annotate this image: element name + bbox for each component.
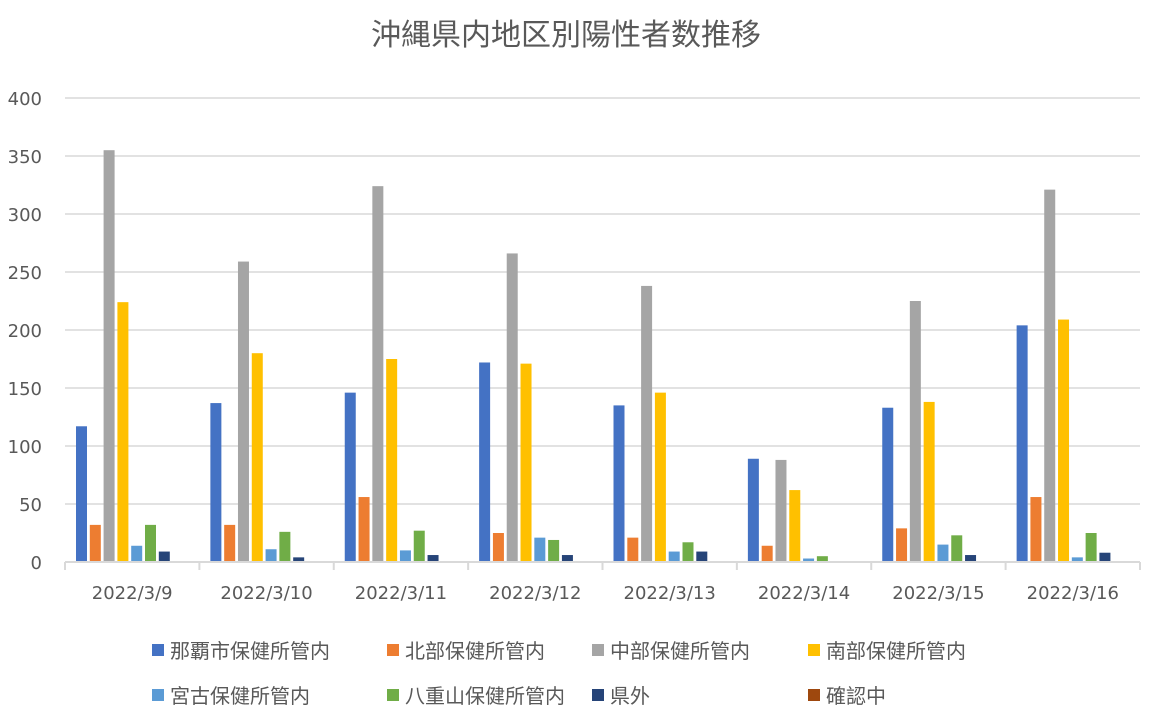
bar <box>803 558 815 562</box>
bar <box>224 524 236 562</box>
bar <box>789 490 801 562</box>
bar <box>210 403 222 562</box>
bar <box>641 285 653 562</box>
bar <box>103 150 115 562</box>
bar <box>145 524 156 562</box>
y-tick-label: 400 <box>8 89 42 110</box>
bar <box>117 302 129 562</box>
bar <box>909 301 921 562</box>
y-tick-label: 200 <box>8 321 42 342</box>
legend-label: 県外 <box>610 684 650 708</box>
bar <box>1071 557 1083 562</box>
y-tick-label: 150 <box>8 379 42 400</box>
bar <box>251 353 263 562</box>
y-tick-label: 100 <box>8 437 42 458</box>
bar <box>668 551 680 562</box>
y-tick-label: 250 <box>8 263 42 284</box>
bar <box>1030 497 1042 562</box>
bar <box>696 551 708 562</box>
bar <box>344 392 356 562</box>
chart-title: 沖縄県内地区別陽性者数推移 <box>371 18 761 53</box>
bar <box>279 531 291 562</box>
legend-item: 宮古保健所管内 <box>152 680 310 709</box>
y-tick-label: 0 <box>31 553 42 574</box>
legend-item: 北部保健所管内 <box>387 635 545 664</box>
bar <box>1085 533 1097 562</box>
x-tick-label: 2022/3/16 <box>1027 583 1119 604</box>
bar <box>506 253 518 562</box>
bar <box>479 362 491 562</box>
bar <box>654 392 666 562</box>
bar <box>627 537 639 562</box>
legend-item: 八重山保健所管内 <box>387 680 565 709</box>
bar <box>293 557 305 562</box>
x-tick-label: 2022/3/9 <box>92 583 173 604</box>
x-tick-label: 2022/3/15 <box>892 583 984 604</box>
bar <box>76 426 87 562</box>
legend-label: 確認中 <box>826 684 886 708</box>
bar <box>1099 552 1111 562</box>
bar <box>951 535 963 562</box>
bar <box>427 555 439 562</box>
legend-item: 中部保健所管内 <box>592 635 750 664</box>
legend-label: 八重山保健所管内 <box>405 684 565 708</box>
bar <box>747 458 759 562</box>
x-tick-label: 2022/3/14 <box>758 583 850 604</box>
legend-swatch <box>592 688 604 701</box>
legend-label: 宮古保健所管内 <box>170 684 310 708</box>
legend-label: 南部保健所管内 <box>826 639 966 663</box>
bar <box>548 539 560 562</box>
bar <box>896 528 908 562</box>
x-tick-label: 2022/3/10 <box>220 583 312 604</box>
legend-item: 那覇市保健所管内 <box>152 635 330 664</box>
bar <box>534 537 546 562</box>
legend-swatch <box>808 688 820 701</box>
bar <box>613 405 625 562</box>
legend-label: 那覇市保健所管内 <box>170 639 330 663</box>
legend-item: 県外 <box>592 680 650 709</box>
legend-swatch <box>808 643 820 656</box>
bar <box>131 545 143 562</box>
bar <box>682 542 694 562</box>
bar <box>1016 325 1028 562</box>
bar <box>816 556 828 562</box>
legend-swatch <box>152 688 164 701</box>
bar <box>937 544 949 562</box>
legend-label: 中部保健所管内 <box>610 639 750 663</box>
legend-swatch <box>592 643 604 656</box>
bar <box>965 555 977 562</box>
legend-swatch <box>152 643 164 656</box>
bar <box>158 551 170 562</box>
bar <box>386 359 398 562</box>
bar <box>882 407 894 562</box>
bar <box>775 459 787 562</box>
x-tick-label: 2022/3/12 <box>489 583 581 604</box>
bar <box>372 186 384 562</box>
legend-swatch <box>387 643 399 656</box>
bar <box>520 363 532 562</box>
bar <box>399 550 411 562</box>
bar <box>413 530 425 562</box>
legend-item: 南部保健所管内 <box>808 635 966 664</box>
x-tick-label: 2022/3/11 <box>355 583 447 604</box>
bar <box>237 261 249 562</box>
bar <box>1044 189 1056 562</box>
y-tick-label: 350 <box>8 147 42 168</box>
x-tick-label: 2022/3/13 <box>624 583 716 604</box>
bar <box>492 533 504 562</box>
bar <box>358 497 370 562</box>
bar <box>265 549 277 562</box>
bar <box>761 545 773 562</box>
y-tick-label: 300 <box>8 205 42 226</box>
bar <box>89 524 101 562</box>
legend-swatch <box>387 688 399 701</box>
legend-item: 確認中 <box>808 680 886 709</box>
bar <box>1058 319 1070 562</box>
bar <box>923 401 935 562</box>
y-tick-label: 50 <box>19 495 42 516</box>
bar <box>561 555 573 562</box>
legend-label: 北部保健所管内 <box>405 639 545 663</box>
